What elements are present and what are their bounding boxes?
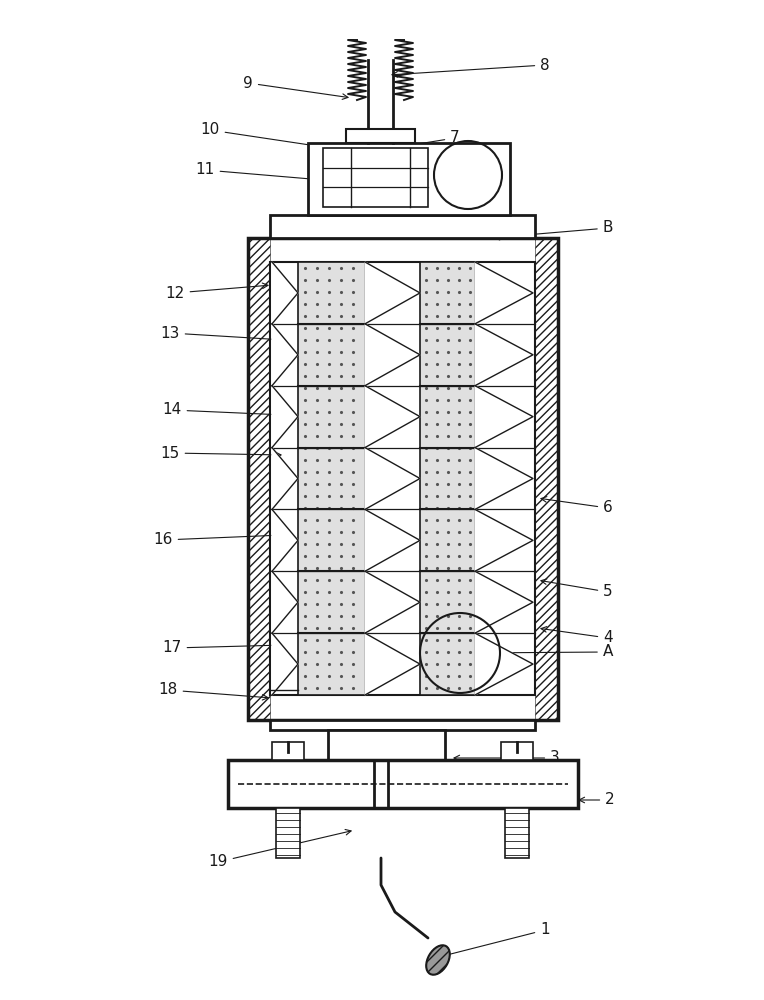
Polygon shape: [475, 324, 533, 386]
Bar: [420, 262, 475, 695]
Text: 7: 7: [397, 130, 460, 149]
Text: 18: 18: [158, 682, 268, 700]
Polygon shape: [272, 324, 298, 386]
Polygon shape: [272, 262, 298, 324]
Text: 2: 2: [579, 792, 615, 808]
Polygon shape: [365, 386, 420, 448]
Bar: [270, 720, 535, 730]
Text: 14: 14: [163, 402, 281, 418]
Polygon shape: [365, 262, 420, 324]
Polygon shape: [272, 633, 298, 695]
Text: 12: 12: [165, 283, 268, 300]
Text: B: B: [494, 221, 613, 240]
Text: A: A: [472, 645, 613, 660]
Bar: [276, 808, 300, 858]
Polygon shape: [365, 633, 420, 695]
Text: 5: 5: [541, 579, 613, 599]
Polygon shape: [365, 448, 420, 509]
Text: 15: 15: [160, 446, 281, 460]
Polygon shape: [475, 448, 533, 509]
Text: 16: 16: [154, 532, 279, 548]
Text: 19: 19: [209, 829, 351, 869]
Bar: [501, 742, 533, 760]
Text: 4: 4: [541, 627, 613, 646]
Text: 6: 6: [541, 497, 613, 516]
Polygon shape: [272, 571, 298, 633]
Text: 13: 13: [160, 326, 281, 342]
Bar: [328, 730, 445, 760]
Text: 8: 8: [392, 57, 550, 77]
Text: 17: 17: [163, 641, 281, 656]
Bar: [535, 238, 558, 720]
Polygon shape: [475, 509, 533, 571]
Bar: [248, 238, 270, 720]
Bar: [346, 129, 415, 143]
Text: 9: 9: [243, 76, 348, 99]
Bar: [308, 143, 510, 215]
Polygon shape: [475, 386, 533, 448]
Text: 11: 11: [196, 162, 319, 182]
Polygon shape: [365, 324, 420, 386]
Bar: [248, 238, 558, 720]
Polygon shape: [365, 571, 420, 633]
Bar: [270, 215, 535, 238]
Bar: [298, 262, 365, 695]
Polygon shape: [475, 571, 533, 633]
Text: 1: 1: [439, 922, 550, 958]
Bar: [323, 148, 428, 207]
Polygon shape: [272, 386, 298, 448]
Polygon shape: [475, 262, 533, 324]
Polygon shape: [475, 633, 533, 695]
Bar: [270, 262, 535, 695]
Ellipse shape: [426, 945, 450, 975]
Polygon shape: [272, 448, 298, 509]
Polygon shape: [365, 509, 420, 571]
Text: 10: 10: [200, 122, 326, 149]
Bar: [228, 760, 578, 808]
Bar: [505, 808, 529, 858]
Text: 3: 3: [454, 750, 560, 766]
Polygon shape: [272, 509, 298, 571]
Bar: [272, 742, 304, 760]
